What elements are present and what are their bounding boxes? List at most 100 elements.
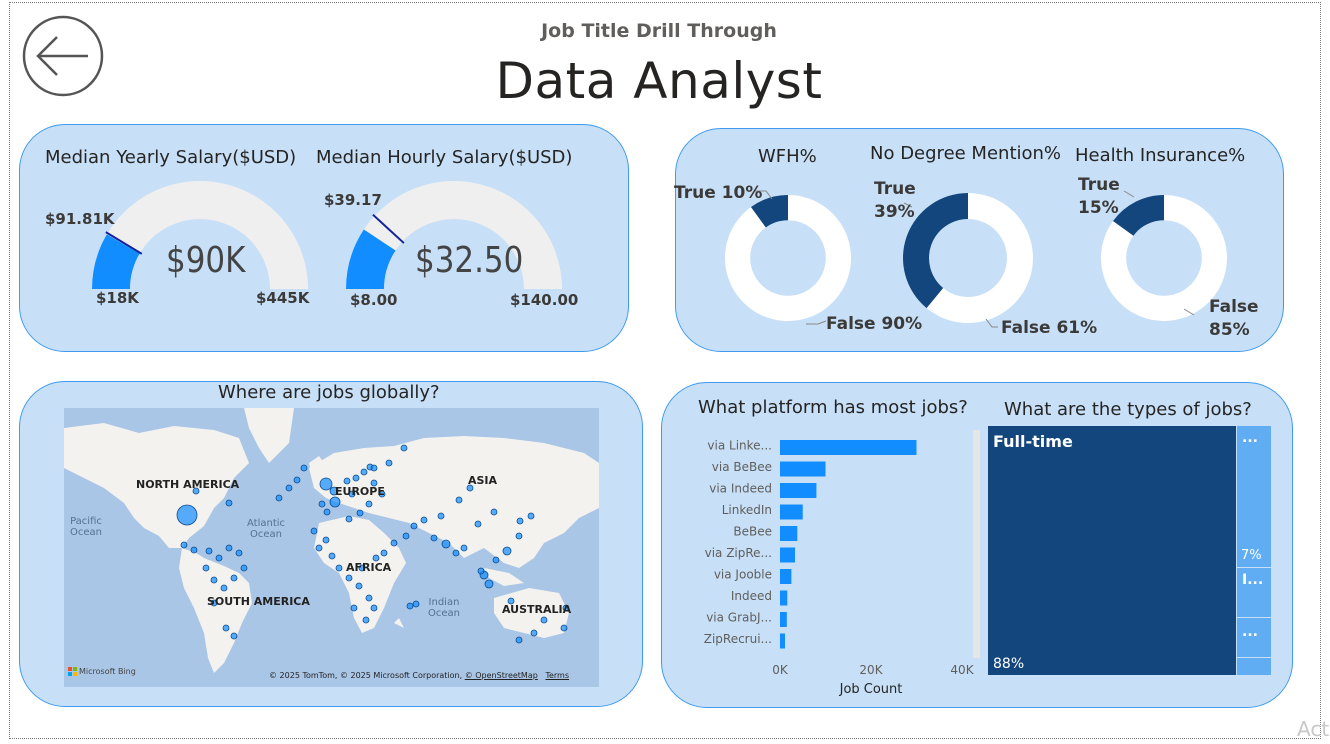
map-bubble <box>406 602 414 610</box>
bar <box>780 569 792 584</box>
map-bubble <box>492 556 500 564</box>
donut-true-slice <box>903 193 968 309</box>
x-tick-label: 0K <box>772 663 789 677</box>
bar-category-label: via BeBee <box>712 460 772 474</box>
map-bubble <box>215 554 223 562</box>
health-insurance-donut[interactable] <box>1099 193 1229 323</box>
map-bubble <box>460 544 468 552</box>
treemap-cell-2[interactable]: ... 7% <box>1237 426 1271 567</box>
hourly-gauge-value: $32.50 <box>415 240 524 281</box>
yearly-gauge-min: $18K <box>96 289 139 307</box>
map-bubble <box>355 582 363 590</box>
map-bubble <box>176 504 198 526</box>
map-bubble <box>372 554 380 562</box>
activation-watermark: Act <box>1297 717 1330 741</box>
map-bubble <box>322 536 330 544</box>
treemap-cell-4-label: ... <box>1242 624 1258 640</box>
hourly-salary-gauge[interactable] <box>344 177 564 297</box>
map-bubble <box>190 546 198 554</box>
donut-false-slice <box>1101 195 1227 321</box>
no-degree-donut[interactable] <box>901 191 1035 325</box>
world-map[interactable]: NORTH AMERICA EUROPE ASIA AFRICA SOUTH A… <box>64 408 599 687</box>
map-bubble <box>318 500 326 508</box>
yearly-gauge-target: $91.81K <box>45 210 115 228</box>
job-types-title: What are the types of jobs? <box>1004 399 1252 420</box>
map-bubble <box>441 539 451 549</box>
terms-link[interactable]: Terms <box>545 671 570 680</box>
map-title: Where are jobs globally? <box>218 382 440 403</box>
health-insurance-title: Health Insurance% <box>1075 145 1246 166</box>
bar-category-label: via GrabJ... <box>706 611 772 625</box>
platform-bar-chart[interactable]: via Linke... via BeBee via Indeed LinkedIn B… <box>690 430 990 700</box>
bar <box>780 483 817 498</box>
map-label-atlantic: Atlantic Ocean <box>247 518 286 540</box>
donut-false-slice <box>725 195 851 321</box>
report-canvas-frame <box>9 2 1321 739</box>
wfh-donut[interactable] <box>723 193 853 323</box>
map-bubble <box>319 477 333 491</box>
donut-false-slice <box>926 193 1033 323</box>
hourly-gauge-max: $140.00 <box>510 291 579 309</box>
yearly-gauge-max: $445K <box>256 289 310 307</box>
gauge-target-line <box>372 213 405 244</box>
gauge-fill <box>92 234 140 289</box>
map-bubble <box>507 597 515 605</box>
bar-category-label: via ZipRe... <box>705 546 772 560</box>
wfh-title: WFH% <box>758 146 817 167</box>
back-button[interactable] <box>22 15 104 97</box>
map-bubble <box>293 476 301 484</box>
map-bubble <box>202 564 210 572</box>
map-label-indian: Indian Ocean <box>428 597 460 619</box>
map-bubble <box>235 549 243 557</box>
map-bubble <box>205 547 213 555</box>
bar <box>780 440 917 455</box>
health-false-label: False <box>1209 297 1259 317</box>
osm-link[interactable]: © OpenStreetMap <box>464 671 538 680</box>
hourly-gauge-target: $39.17 <box>324 191 382 209</box>
health-true-pct: 15% <box>1078 198 1119 218</box>
bar-category-label: via Jooble <box>714 568 772 582</box>
bar <box>780 526 798 541</box>
map-label-asia: ASIA <box>468 474 498 487</box>
yearly-salary-gauge[interactable] <box>90 177 310 297</box>
map-bubble <box>365 500 373 508</box>
map-bubble <box>530 629 538 637</box>
map-bubble <box>352 474 360 482</box>
bar-category-label: via Linke... <box>707 439 772 453</box>
bar <box>780 612 787 627</box>
map-bubble <box>225 499 233 507</box>
map-label-australia: AUSTRALIA <box>502 603 572 616</box>
page-subtitle: Job Title Drill Through <box>541 20 777 42</box>
bar <box>780 590 788 606</box>
map-bubble <box>225 544 233 552</box>
map-bubble <box>490 508 498 516</box>
map-bubble <box>358 564 366 572</box>
bar-category-label: ZipRecrui... <box>704 632 772 646</box>
donut-true-slice <box>750 195 788 228</box>
map-bubble <box>562 604 570 612</box>
treemap-cell-3[interactable]: I... <box>1237 568 1271 617</box>
map-bubble <box>323 508 331 516</box>
map-bubble <box>474 520 482 528</box>
map-bubble <box>210 576 218 584</box>
bing-logo: Microsoft Bing <box>68 667 136 676</box>
platform-title: What platform has most jobs? <box>698 397 968 418</box>
treemap-full-time[interactable]: Full-time 88% <box>988 426 1236 675</box>
map-bubble <box>310 527 318 535</box>
map-label-africa: AFRICA <box>346 561 392 574</box>
map-bubble <box>370 479 378 487</box>
job-types-treemap[interactable]: Full-time 88% ... 7% I... ... <box>988 426 1271 675</box>
wfh-false-label: False 90% <box>826 314 923 334</box>
map-bubble <box>315 544 323 552</box>
yearly-gauge-value: $90K <box>166 240 246 281</box>
map-bubble <box>412 600 420 608</box>
map-bubble <box>430 534 438 542</box>
map-bubble <box>527 512 535 520</box>
donut-leader-lines <box>754 190 1195 328</box>
map-bubble <box>192 487 200 495</box>
bar-category-label: LinkedIn <box>722 503 772 517</box>
treemap-cell-4[interactable]: ... <box>1237 618 1271 657</box>
treemap-cell-5[interactable] <box>1237 658 1271 675</box>
map-bubble <box>484 579 494 589</box>
map-bubble <box>328 552 336 560</box>
